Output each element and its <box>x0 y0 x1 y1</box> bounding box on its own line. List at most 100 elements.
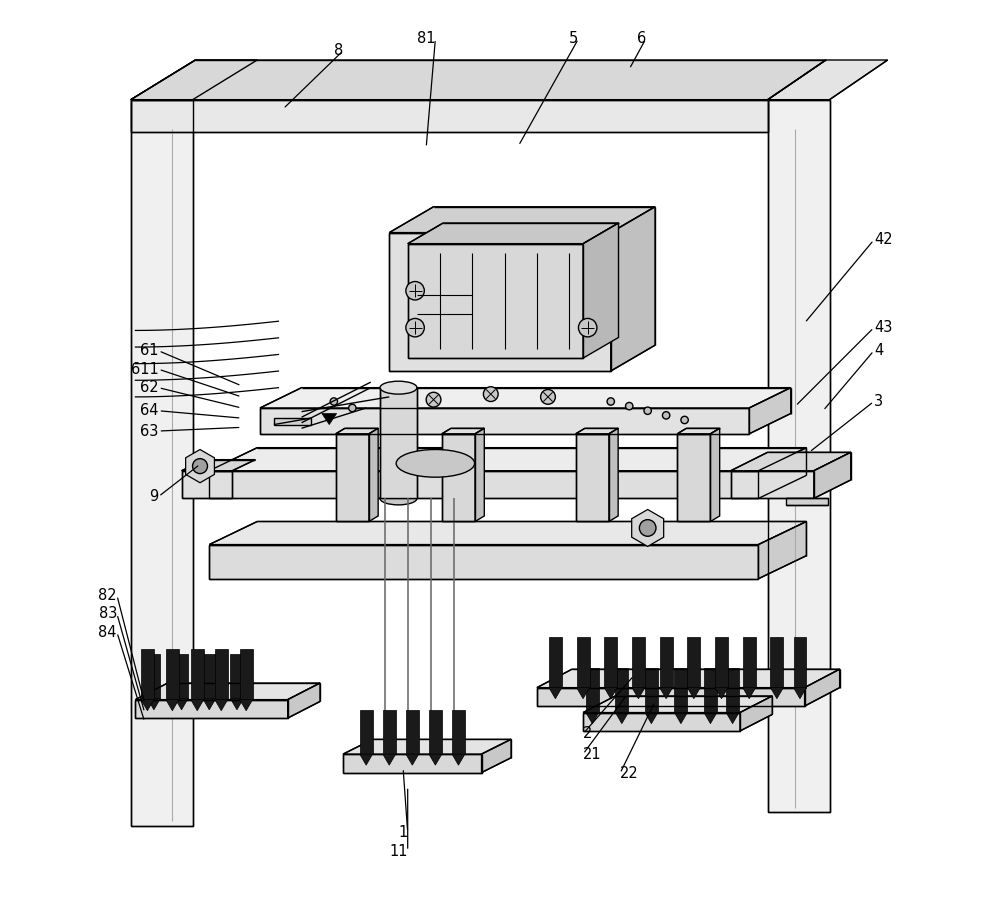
Polygon shape <box>182 471 232 498</box>
Polygon shape <box>549 688 562 699</box>
Polygon shape <box>209 471 758 498</box>
Text: 2: 2 <box>583 726 592 741</box>
Polygon shape <box>131 100 193 826</box>
Polygon shape <box>209 521 806 545</box>
Polygon shape <box>406 754 419 765</box>
Polygon shape <box>141 649 154 700</box>
Polygon shape <box>209 448 806 471</box>
Polygon shape <box>660 637 673 688</box>
Text: 3: 3 <box>874 394 883 409</box>
Polygon shape <box>442 434 475 521</box>
Polygon shape <box>383 710 396 754</box>
Polygon shape <box>687 637 700 688</box>
Polygon shape <box>406 710 419 754</box>
Polygon shape <box>677 428 720 434</box>
Polygon shape <box>586 668 599 713</box>
Polygon shape <box>482 739 511 773</box>
Circle shape <box>426 392 441 407</box>
Polygon shape <box>743 637 756 688</box>
Text: 5: 5 <box>569 31 578 46</box>
Polygon shape <box>408 223 619 244</box>
Text: 22: 22 <box>620 766 639 781</box>
Polygon shape <box>604 637 617 688</box>
Polygon shape <box>577 688 590 699</box>
Polygon shape <box>674 713 687 724</box>
Polygon shape <box>710 428 720 521</box>
Polygon shape <box>360 754 373 765</box>
Text: 8: 8 <box>334 43 343 58</box>
Polygon shape <box>175 699 188 710</box>
Polygon shape <box>794 637 806 688</box>
Polygon shape <box>452 710 465 754</box>
Polygon shape <box>135 700 288 718</box>
Text: 6: 6 <box>637 31 646 46</box>
Polygon shape <box>442 428 484 434</box>
Polygon shape <box>336 434 369 521</box>
Polygon shape <box>740 696 772 731</box>
Text: 1: 1 <box>398 825 408 840</box>
Text: 42: 42 <box>874 233 892 247</box>
Polygon shape <box>704 713 717 724</box>
Polygon shape <box>758 521 806 579</box>
Polygon shape <box>704 668 717 713</box>
Polygon shape <box>203 699 216 710</box>
Polygon shape <box>770 688 783 699</box>
Polygon shape <box>166 649 179 700</box>
Text: 611: 611 <box>131 362 158 377</box>
Circle shape <box>639 520 656 536</box>
Text: 21: 21 <box>583 747 602 761</box>
Polygon shape <box>203 654 216 699</box>
Polygon shape <box>147 654 160 699</box>
Polygon shape <box>677 434 710 521</box>
Polygon shape <box>383 754 396 765</box>
Polygon shape <box>343 739 511 754</box>
Polygon shape <box>240 700 253 711</box>
Circle shape <box>483 387 498 402</box>
Polygon shape <box>805 669 840 706</box>
Polygon shape <box>577 637 590 688</box>
Polygon shape <box>408 244 583 358</box>
Polygon shape <box>215 700 228 711</box>
Polygon shape <box>586 713 599 724</box>
Text: 81: 81 <box>417 31 435 46</box>
Polygon shape <box>274 418 311 425</box>
Circle shape <box>626 402 633 410</box>
Polygon shape <box>549 637 562 688</box>
Polygon shape <box>715 688 728 699</box>
Polygon shape <box>429 754 442 765</box>
Polygon shape <box>475 428 484 521</box>
Polygon shape <box>674 668 687 713</box>
Polygon shape <box>322 414 337 425</box>
Polygon shape <box>369 428 378 521</box>
Polygon shape <box>215 649 228 700</box>
Text: 64: 64 <box>140 403 158 418</box>
Polygon shape <box>360 710 373 754</box>
Polygon shape <box>645 713 658 724</box>
Polygon shape <box>715 637 728 688</box>
Polygon shape <box>770 637 783 688</box>
Circle shape <box>349 404 356 412</box>
Polygon shape <box>389 207 655 233</box>
Polygon shape <box>726 713 739 724</box>
Text: 62: 62 <box>140 380 158 395</box>
Polygon shape <box>611 207 655 371</box>
Polygon shape <box>583 713 740 731</box>
Polygon shape <box>583 696 772 713</box>
Polygon shape <box>131 100 768 132</box>
Polygon shape <box>166 700 179 711</box>
Polygon shape <box>131 60 257 100</box>
Polygon shape <box>260 388 791 408</box>
Polygon shape <box>537 688 805 706</box>
Ellipse shape <box>380 381 417 394</box>
Polygon shape <box>230 654 243 699</box>
Polygon shape <box>768 60 888 100</box>
Text: 83: 83 <box>99 606 117 621</box>
Text: 43: 43 <box>874 320 892 335</box>
Polygon shape <box>191 649 204 700</box>
Polygon shape <box>191 700 204 711</box>
Polygon shape <box>380 388 417 498</box>
Circle shape <box>330 398 338 405</box>
Polygon shape <box>240 649 253 700</box>
Polygon shape <box>632 688 645 699</box>
Text: 4: 4 <box>874 343 883 358</box>
